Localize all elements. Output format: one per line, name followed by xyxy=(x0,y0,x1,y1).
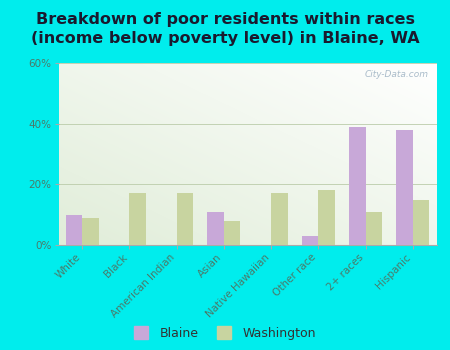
Text: Breakdown of poor residents within races
(income below poverty level) in Blaine,: Breakdown of poor residents within races… xyxy=(31,12,419,46)
Bar xyxy=(176,194,193,245)
Legend: Blaine, Washington: Blaine, Washington xyxy=(135,327,315,340)
Bar xyxy=(66,215,82,245)
Bar xyxy=(302,236,318,245)
Bar xyxy=(413,199,429,245)
Bar xyxy=(271,194,288,245)
Bar xyxy=(207,212,224,245)
Bar xyxy=(82,218,99,245)
Bar xyxy=(365,212,382,245)
Bar xyxy=(396,130,413,245)
Bar xyxy=(224,221,240,245)
Text: City-Data.com: City-Data.com xyxy=(365,70,429,79)
Bar xyxy=(130,194,146,245)
Bar xyxy=(319,190,335,245)
Bar xyxy=(349,127,365,245)
